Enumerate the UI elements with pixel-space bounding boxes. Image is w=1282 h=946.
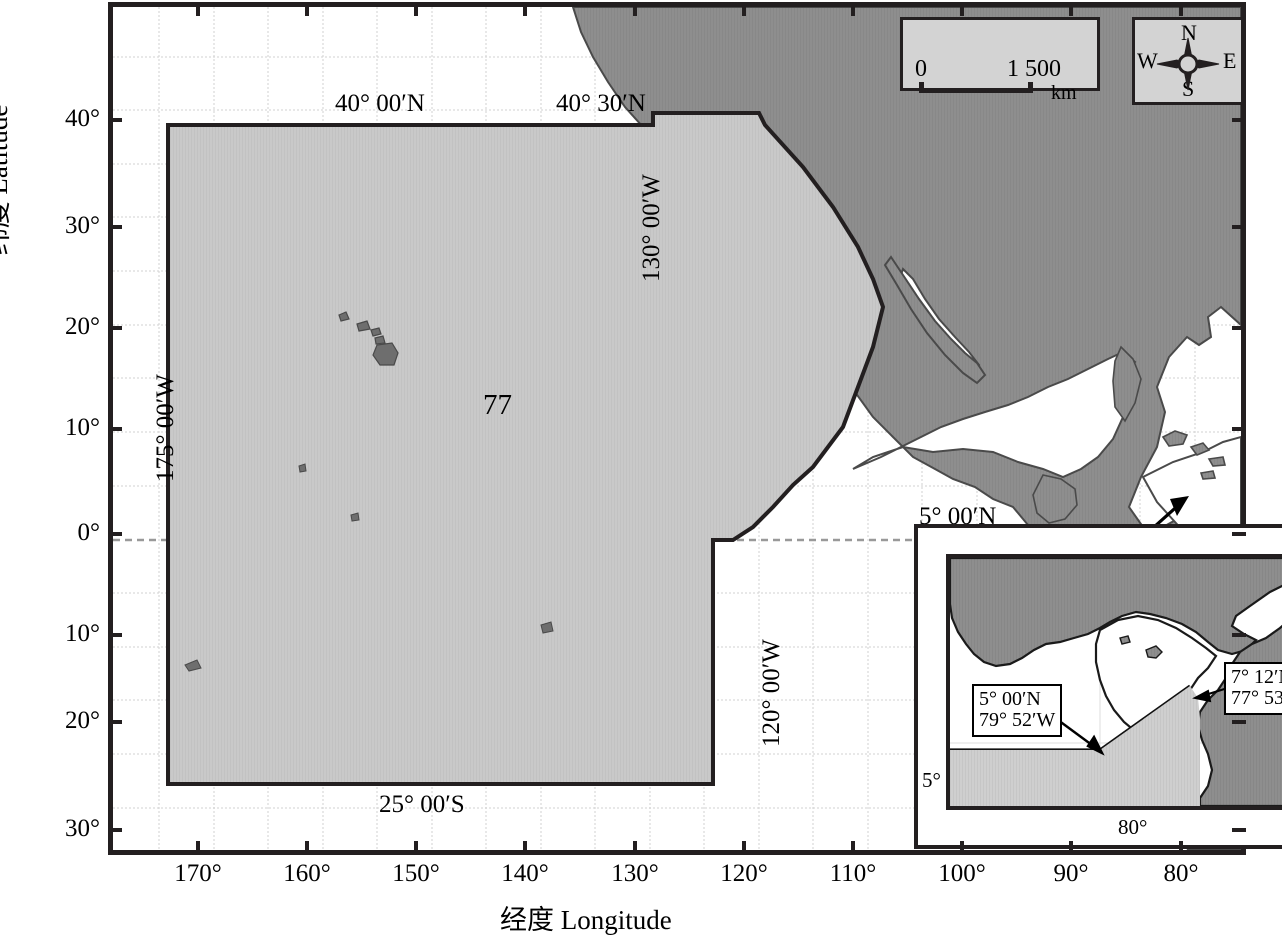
map-canvas[interactable]: [113, 7, 1241, 850]
callout-sw-line2: 79° 52′W: [979, 709, 1056, 731]
compass-west-label: W: [1137, 48, 1158, 73]
pearl-islands: [1119, 635, 1163, 659]
fao-area-number-label: 77: [483, 389, 512, 421]
compass-east-label: E: [1223, 48, 1237, 73]
label-east-lower-boundary: 120° 00′W: [758, 639, 785, 747]
scale-min-label: 0: [915, 56, 927, 82]
compass-needle-icon: [1156, 37, 1220, 91]
y-axis-title: 纬度 Latitude: [0, 104, 13, 256]
inset-map-panel[interactable]: 5° 00′N 79° 52′W 7° 12′N 77° 53′W 5° 80°: [914, 524, 1282, 849]
yucatan-peninsula: [1032, 474, 1078, 524]
x-tick-80: 80°: [1163, 860, 1199, 887]
map-plot-frame: 40° 00′N 40° 30′N 130° 00′W 175° 00′W 25…: [108, 2, 1282, 855]
callout-ne-line2: 77° 53′W: [1231, 687, 1282, 709]
y-tick-30s: 30°: [65, 815, 100, 842]
x-tick-110: 110°: [829, 860, 877, 887]
y-tick-40: 40°: [65, 105, 100, 132]
bahamas-3: [1207, 456, 1227, 467]
y-tick-10n: 10°: [65, 414, 100, 441]
label-north-west-boundary: 40° 00′N: [335, 90, 425, 117]
label-north-east-boundary: 40° 30′N: [556, 90, 646, 117]
island-marquesas: [184, 659, 202, 672]
x-tick-140: 140°: [501, 860, 549, 887]
inset-map-canvas[interactable]: 5° 00′N 79° 52′W 7° 12′N 77° 53′W: [946, 554, 1282, 810]
x-tick-150: 150°: [392, 860, 440, 887]
label-east-upper-boundary: 130° 00′W: [638, 174, 665, 282]
x-tick-120: 120°: [720, 860, 768, 887]
bahamas-4: [1199, 470, 1217, 480]
island-group-c: [540, 621, 554, 634]
study-area-polygon: [166, 111, 886, 786]
baja-peninsula: [883, 255, 987, 385]
label-west-boundary: 175° 00′W: [152, 374, 179, 482]
label-south-boundary: 25° 00′S: [379, 791, 465, 818]
x-tick-90: 90°: [1053, 860, 1089, 887]
scale-bar: 0 1 500 km: [900, 17, 1100, 104]
island-line-a: [298, 463, 307, 473]
callout-ne-line1: 7° 12′N: [1231, 666, 1282, 688]
y-tick-30: 30°: [65, 212, 100, 239]
hawaiian-islands: [338, 311, 399, 366]
y-tick-0: 0°: [77, 519, 101, 546]
compass-north-label: N: [1181, 20, 1197, 45]
scale-max-label: 1 500: [1007, 56, 1061, 82]
inset-study-area: [950, 684, 1200, 806]
island-line-b: [350, 512, 360, 522]
x-tick-100: 100°: [938, 860, 986, 887]
scale-unit-label: km: [1051, 82, 1077, 104]
inset-map-svg: [950, 558, 1282, 806]
compass-rose: N S W E: [1132, 17, 1244, 105]
x-axis-title: 经度 Longitude: [500, 905, 672, 935]
inset-x-tick-label: 80°: [1118, 815, 1148, 839]
inset-callout-southwest: 5° 00′N 79° 52′W: [972, 684, 1063, 737]
x-tick-130: 130°: [611, 860, 659, 887]
x-tick-160: 160°: [283, 860, 331, 887]
florida-peninsula: [1112, 345, 1142, 423]
x-tick-170: 170°: [174, 860, 222, 887]
inset-callout-northeast: 7° 12′N 77° 53′W: [1224, 662, 1282, 715]
y-tick-10s: 10°: [65, 620, 100, 647]
scale-rule-icon: [919, 82, 1033, 93]
inset-y-tick-label: 5°: [922, 768, 941, 792]
isthmus-land: [950, 558, 1282, 668]
inset-arrow-southwest: [1057, 719, 1105, 756]
y-tick-20s: 20°: [65, 707, 100, 734]
bahamas-2: [1189, 442, 1211, 456]
map-svg: [113, 7, 1241, 850]
callout-sw-line1: 5° 00′N: [979, 688, 1041, 710]
y-tick-20: 20°: [65, 313, 100, 340]
bahamas-1: [1161, 430, 1189, 447]
pacific-islands: [184, 463, 554, 672]
